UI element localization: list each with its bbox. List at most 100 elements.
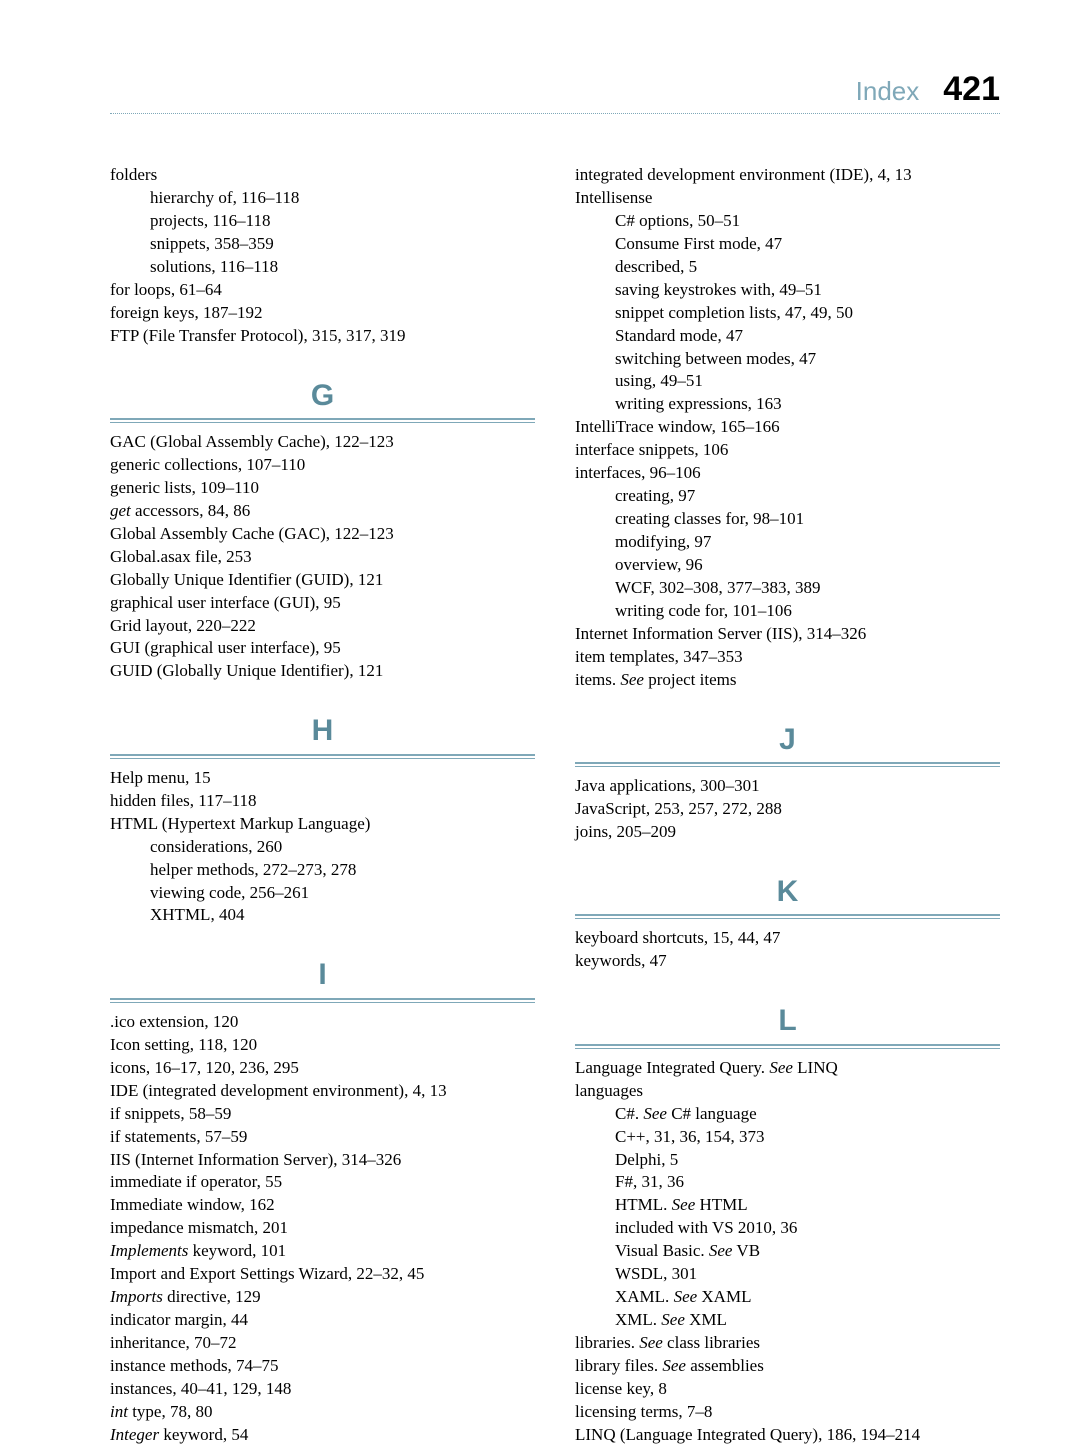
index-entry: joins, 205–209 bbox=[575, 821, 1000, 844]
index-entry: Visual Basic. See VB bbox=[615, 1240, 1000, 1263]
section-rule bbox=[575, 762, 1000, 767]
section-letter: I bbox=[110, 955, 535, 996]
index-entry: GUID (Globally Unique Identifier), 121 bbox=[110, 660, 535, 683]
index-entry: considerations, 260 bbox=[150, 836, 535, 859]
index-entry: int type, 78, 80 bbox=[110, 1401, 535, 1424]
index-entry: F#, 31, 36 bbox=[615, 1171, 1000, 1194]
section-letter: G bbox=[110, 376, 535, 417]
index-entry: graphical user interface (GUI), 95 bbox=[110, 592, 535, 615]
index-entry: inheritance, 70–72 bbox=[110, 1332, 535, 1355]
index-entry: using, 49–51 bbox=[615, 370, 1000, 393]
index-entry: item templates, 347–353 bbox=[575, 646, 1000, 669]
index-entry: HTML. See HTML bbox=[615, 1194, 1000, 1217]
index-entry: items. See project items bbox=[575, 669, 1000, 692]
index-entry: XML. See XML bbox=[615, 1309, 1000, 1332]
right-column: integrated development environment (IDE)… bbox=[575, 164, 1000, 1447]
index-entry: Language Integrated Query. See LINQ bbox=[575, 1057, 1000, 1080]
index-entry: Global.asax file, 253 bbox=[110, 546, 535, 569]
section-rule bbox=[110, 418, 535, 423]
index-entry: Globally Unique Identifier (GUID), 121 bbox=[110, 569, 535, 592]
index-entry: immediate if operator, 55 bbox=[110, 1171, 535, 1194]
index-entry: Icon setting, 118, 120 bbox=[110, 1034, 535, 1057]
index-entry: Global Assembly Cache (GAC), 122–123 bbox=[110, 523, 535, 546]
index-entry: viewing code, 256–261 bbox=[150, 882, 535, 905]
index-entry: library files. See assemblies bbox=[575, 1355, 1000, 1378]
index-entry: Imports directive, 129 bbox=[110, 1286, 535, 1309]
index-entry: generic lists, 109–110 bbox=[110, 477, 535, 500]
header-label: Index bbox=[856, 76, 920, 106]
section-letter: H bbox=[110, 711, 535, 752]
index-entry: instances, 40–41, 129, 148 bbox=[110, 1378, 535, 1401]
index-entry: JavaScript, 253, 257, 272, 288 bbox=[575, 798, 1000, 821]
index-entry: XHTML, 404 bbox=[150, 904, 535, 927]
index-entry: IIS (Internet Information Server), 314–3… bbox=[110, 1149, 535, 1172]
section-rule bbox=[575, 1044, 1000, 1049]
index-entry: Grid layout, 220–222 bbox=[110, 615, 535, 638]
index-entry: switching between modes, 47 bbox=[615, 348, 1000, 371]
index-entry: overview, 96 bbox=[615, 554, 1000, 577]
index-entry: hierarchy of, 116–118 bbox=[150, 187, 535, 210]
index-entry: described, 5 bbox=[615, 256, 1000, 279]
index-entry: if snippets, 58–59 bbox=[110, 1103, 535, 1126]
section-letter: K bbox=[575, 872, 1000, 913]
index-entry: projects, 116–118 bbox=[150, 210, 535, 233]
index-entry: keywords, 47 bbox=[575, 950, 1000, 973]
index-entry: GUI (graphical user interface), 95 bbox=[110, 637, 535, 660]
section-rule bbox=[110, 998, 535, 1003]
index-entry: Standard mode, 47 bbox=[615, 325, 1000, 348]
index-entry: instance methods, 74–75 bbox=[110, 1355, 535, 1378]
page-number: 421 bbox=[943, 70, 1000, 108]
index-entry: Consume First mode, 47 bbox=[615, 233, 1000, 256]
index-entry: integrated development environment (IDE)… bbox=[575, 164, 1000, 187]
index-entry: FTP (File Transfer Protocol), 315, 317, … bbox=[110, 325, 535, 348]
index-entry: Internet Information Server (IIS), 314–3… bbox=[575, 623, 1000, 646]
index-entry: Implements keyword, 101 bbox=[110, 1240, 535, 1263]
page-header: Index 421 bbox=[110, 70, 1000, 114]
index-entry: .ico extension, 120 bbox=[110, 1011, 535, 1034]
index-entry: IntelliTrace window, 165–166 bbox=[575, 416, 1000, 439]
index-entry: languages bbox=[575, 1080, 1000, 1103]
index-entry: WSDL, 301 bbox=[615, 1263, 1000, 1286]
index-entry: snippets, 358–359 bbox=[150, 233, 535, 256]
index-entry: saving keystrokes with, 49–51 bbox=[615, 279, 1000, 302]
index-entry: Import and Export Settings Wizard, 22–32… bbox=[110, 1263, 535, 1286]
index-entry: Java applications, 300–301 bbox=[575, 775, 1000, 798]
index-entry: snippet completion lists, 47, 49, 50 bbox=[615, 302, 1000, 325]
index-entry: writing expressions, 163 bbox=[615, 393, 1000, 416]
index-entry: included with VS 2010, 36 bbox=[615, 1217, 1000, 1240]
index-entry: modifying, 97 bbox=[615, 531, 1000, 554]
index-entry: keyboard shortcuts, 15, 44, 47 bbox=[575, 927, 1000, 950]
index-entry: Integer keyword, 54 bbox=[110, 1424, 535, 1447]
index-entry: GAC (Global Assembly Cache), 122–123 bbox=[110, 431, 535, 454]
index-entry: writing code for, 101–106 bbox=[615, 600, 1000, 623]
index-entry: impedance mismatch, 201 bbox=[110, 1217, 535, 1240]
index-entry: license key, 8 bbox=[575, 1378, 1000, 1401]
index-entry: XAML. See XAML bbox=[615, 1286, 1000, 1309]
index-entry: Help menu, 15 bbox=[110, 767, 535, 790]
section-rule bbox=[575, 914, 1000, 919]
index-entry: C# options, 50–51 bbox=[615, 210, 1000, 233]
index-entry: foreign keys, 187–192 bbox=[110, 302, 535, 325]
index-entry: LINQ (Language Integrated Query), 186, 1… bbox=[575, 1424, 1000, 1447]
index-entry: creating, 97 bbox=[615, 485, 1000, 508]
section-letter: J bbox=[575, 720, 1000, 761]
index-entry: licensing terms, 7–8 bbox=[575, 1401, 1000, 1424]
index-entry: hidden files, 117–118 bbox=[110, 790, 535, 813]
index-entry: folders bbox=[110, 164, 535, 187]
index-entry: Delphi, 5 bbox=[615, 1149, 1000, 1172]
index-entry: indicator margin, 44 bbox=[110, 1309, 535, 1332]
index-entry: creating classes for, 98–101 bbox=[615, 508, 1000, 531]
index-entry: libraries. See class libraries bbox=[575, 1332, 1000, 1355]
index-entry: interface snippets, 106 bbox=[575, 439, 1000, 462]
index-entry: C++, 31, 36, 154, 373 bbox=[615, 1126, 1000, 1149]
index-entry: HTML (Hypertext Markup Language) bbox=[110, 813, 535, 836]
index-entry: IDE (integrated development environment)… bbox=[110, 1080, 535, 1103]
index-entry: solutions, 116–118 bbox=[150, 256, 535, 279]
section-letter: L bbox=[575, 1001, 1000, 1042]
index-entry: Intellisense bbox=[575, 187, 1000, 210]
index-entry: helper methods, 272–273, 278 bbox=[150, 859, 535, 882]
index-entry: get accessors, 84, 86 bbox=[110, 500, 535, 523]
index-entry: C#. See C# language bbox=[615, 1103, 1000, 1126]
index-entry: Immediate window, 162 bbox=[110, 1194, 535, 1217]
left-column: foldershierarchy of, 116–118projects, 11… bbox=[110, 164, 535, 1447]
